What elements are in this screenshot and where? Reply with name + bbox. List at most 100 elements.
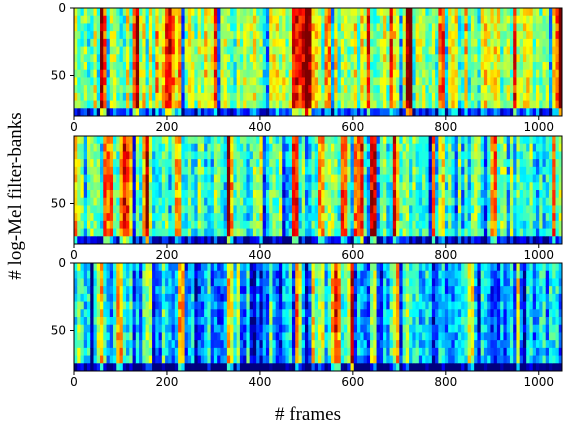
heatmap-cell	[327, 38, 332, 48]
heatmap-cell	[399, 38, 404, 48]
heatmap-cell	[529, 23, 534, 32]
heatmap-cell	[461, 92, 465, 102]
heatmap-cell	[161, 166, 166, 176]
heatmap-cell	[552, 182, 557, 191]
heatmap-cell	[213, 220, 218, 230]
heatmap-cell	[207, 301, 212, 310]
heatmap-cell	[132, 286, 137, 295]
heatmap-cell	[396, 100, 400, 109]
heatmap-cell	[376, 38, 381, 48]
heatmap-cell	[230, 332, 235, 341]
heatmap-cell	[418, 46, 423, 55]
heatmap-cell	[298, 8, 303, 17]
heatmap-cell	[526, 197, 531, 207]
heatmap-cell	[155, 228, 160, 237]
heatmap-cell	[314, 23, 319, 32]
heatmap-cell	[444, 46, 449, 55]
heatmap-cell	[295, 228, 300, 237]
heatmap-cell	[158, 31, 163, 40]
heatmap-cell	[181, 8, 186, 17]
heatmap-cell	[249, 136, 254, 145]
heatmap-cell	[324, 46, 329, 55]
heatmap-cell	[96, 205, 101, 214]
heatmap-cell	[139, 159, 143, 168]
heatmap-cell	[87, 159, 91, 168]
heatmap-cell	[155, 340, 160, 349]
heatmap-cell	[165, 46, 169, 55]
heatmap-cell	[402, 236, 407, 244]
heatmap-cell	[236, 236, 241, 244]
heatmap-cell	[230, 100, 235, 109]
heatmap-cell	[334, 197, 339, 207]
heatmap-cell	[174, 77, 179, 86]
heatmap-cell	[246, 324, 251, 334]
heatmap-cell	[282, 159, 287, 168]
heatmap-cell	[220, 62, 225, 71]
heatmap-cell	[129, 332, 134, 341]
heatmap-cell	[191, 213, 195, 222]
heatmap-cell	[425, 15, 430, 25]
heatmap-cell	[152, 197, 156, 207]
heatmap-cell	[223, 92, 228, 102]
heatmap-cell	[324, 166, 329, 176]
heatmap-cell	[389, 205, 394, 214]
heatmap-cell	[363, 159, 368, 168]
heatmap-cell	[522, 136, 527, 145]
heatmap-cell	[344, 62, 348, 71]
heatmap-cell	[509, 62, 514, 71]
heatmap-cell	[444, 151, 449, 160]
heatmap-cell	[246, 62, 251, 71]
heatmap-cell	[422, 46, 426, 55]
heatmap-cell	[155, 317, 160, 326]
heatmap-cell	[83, 85, 88, 94]
heatmap-cell	[366, 62, 371, 71]
heatmap-cell	[100, 46, 104, 55]
heatmap-cell	[246, 278, 251, 287]
heatmap-cells	[74, 136, 562, 244]
heatmap-cell	[236, 54, 241, 63]
heatmap-cell	[288, 151, 293, 160]
heatmap-cell	[350, 174, 355, 183]
heatmap-cell	[187, 340, 192, 349]
heatmap-cell	[370, 54, 374, 63]
heatmap-cell	[129, 205, 134, 214]
heatmap-cell	[148, 62, 153, 71]
heatmap-cell	[113, 190, 117, 199]
heatmap-cell	[106, 62, 111, 71]
heatmap-cell	[148, 166, 153, 176]
heatmap-cell	[370, 46, 374, 55]
heatmap-cell	[174, 190, 179, 199]
heatmap-cell	[262, 151, 267, 160]
heatmap-cell	[87, 205, 91, 214]
heatmap-cell	[402, 174, 407, 183]
heatmap-cell	[558, 15, 562, 25]
heatmap-cell	[77, 301, 82, 310]
heatmap-cell	[262, 166, 267, 176]
heatmap-cell	[304, 143, 309, 153]
heatmap-cell	[291, 38, 296, 48]
heatmap-cell	[291, 8, 296, 17]
heatmap-cell	[464, 236, 469, 244]
heatmap-cell	[552, 228, 557, 237]
heatmap-cell	[532, 236, 537, 244]
heatmap-cell	[122, 15, 127, 25]
heatmap-cell	[370, 31, 374, 40]
heatmap-cell	[477, 143, 482, 153]
heatmap-cell	[187, 46, 192, 55]
heatmap-cell	[132, 182, 137, 191]
heatmap-cell	[74, 182, 78, 191]
heatmap-cell	[226, 77, 231, 86]
heatmap-cell	[142, 100, 147, 109]
heatmap-cell	[265, 38, 270, 48]
heatmap-cell	[412, 23, 417, 32]
heatmap-cell	[116, 270, 121, 280]
heatmap-cell	[126, 309, 130, 318]
heatmap-cell	[145, 309, 150, 318]
heatmap-cell	[148, 270, 153, 280]
heatmap-cell	[210, 8, 215, 17]
heatmap-cell	[324, 92, 329, 102]
heatmap-cell	[113, 332, 117, 341]
heatmap-cell	[399, 8, 404, 17]
heatmap-cell	[239, 136, 244, 145]
heatmap-cell	[152, 205, 156, 214]
